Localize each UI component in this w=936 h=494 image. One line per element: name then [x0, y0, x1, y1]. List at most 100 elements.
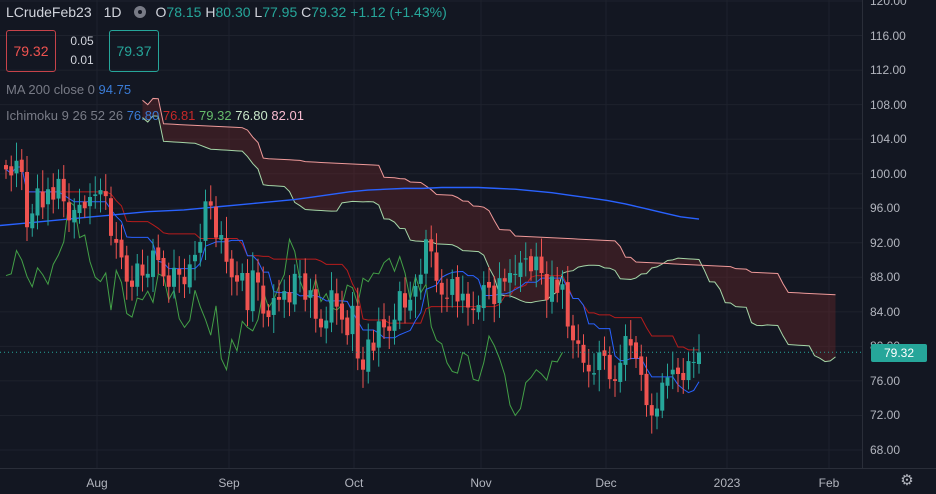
candle-body: [686, 361, 691, 381]
interval-label[interactable]: 1D: [103, 4, 122, 20]
candle-body: [644, 373, 649, 406]
candle-body: [9, 166, 14, 176]
candle-body: [497, 278, 502, 304]
x-tick-label: Oct: [344, 476, 364, 490]
candle-body: [565, 282, 570, 327]
y-tick-label: 88.00: [870, 270, 901, 285]
candle-body: [329, 290, 334, 323]
candle-body: [124, 255, 129, 282]
candle-body: [103, 191, 108, 197]
candle-body: [345, 317, 350, 336]
y-tick-label: 116.00: [870, 28, 906, 43]
candle-body: [340, 303, 344, 320]
candle-body: [35, 188, 40, 216]
price-axis[interactable]: [862, 0, 936, 468]
ohlc-values: O78.15 H80.30 L77.95 C79.32 +1.12 (+1.43…: [155, 4, 447, 20]
candle-body: [271, 298, 276, 315]
candle-body: [313, 289, 318, 319]
candle-body: [518, 262, 523, 277]
ma-legend[interactable]: MA 200 close 0 94.75: [6, 82, 132, 97]
candle-body: [240, 272, 245, 281]
sell-button[interactable]: 79.32: [6, 30, 56, 72]
candle-body: [25, 171, 29, 228]
candle-body: [418, 274, 423, 284]
candle-body: [56, 178, 61, 199]
candle-body: [140, 264, 145, 276]
candle-body: [319, 318, 323, 328]
y-tick-label: 68.00: [870, 443, 901, 457]
candle-body: [187, 264, 192, 288]
candle-body: [649, 405, 654, 416]
time-axis[interactable]: [0, 468, 936, 494]
candle-body: [172, 267, 176, 287]
candle-body: [660, 382, 665, 411]
candle-body: [455, 276, 460, 302]
ma200-line: [0, 186, 700, 227]
candle-body: [135, 263, 140, 287]
x-tick-label: Nov: [470, 476, 492, 490]
candle-body: [14, 160, 19, 174]
candle-body: [487, 281, 491, 288]
candle-body: [676, 367, 680, 375]
y-tick-label: 76.00: [870, 373, 901, 388]
symbol-name[interactable]: LCrudeFeb23: [6, 4, 92, 20]
candle-body: [277, 296, 281, 300]
candle-body: [639, 356, 644, 375]
candle-body: [434, 252, 439, 281]
candle-body: [298, 276, 302, 278]
candle-body: [287, 292, 292, 303]
candle-body: [376, 321, 381, 348]
candle-body: [350, 305, 355, 335]
y-tick-label: 120.00: [870, 0, 907, 8]
candle-body: [392, 319, 397, 331]
candle-body: [72, 209, 77, 223]
x-tick-label: 2023: [713, 476, 741, 490]
candle-body: [203, 201, 208, 241]
visibility-eye-icon[interactable]: [133, 6, 146, 18]
candle-body: [229, 258, 234, 278]
y-tick-label: 72.00: [870, 408, 901, 423]
candle-body: [382, 319, 386, 328]
ichimoku-lagging-span: [5, 200, 563, 417]
ichimoku-span-b: [142, 97, 836, 296]
candle-body: [544, 274, 549, 300]
candle-body: [387, 326, 392, 331]
candle-body: [424, 239, 428, 274]
candle-body: [429, 239, 434, 252]
candle-body: [523, 258, 528, 260]
candle-body: [634, 342, 638, 359]
candle-body: [481, 285, 486, 309]
candle-body: [292, 273, 297, 305]
ichimoku-legend[interactable]: Ichimoku 9 26 52 26 76.80 76.81 79.32 76…: [6, 108, 304, 123]
symbol-legend: LCrudeFeb23 1D O78.15 H80.30 L77.95 C79.32…: [6, 4, 447, 20]
x-tick-label: Feb: [818, 476, 840, 490]
candle-body: [93, 194, 98, 196]
spread-display: 0.05 0.01: [70, 34, 94, 67]
settings-gear-icon[interactable]: ⚙: [900, 472, 914, 489]
candle-body: [492, 285, 497, 305]
candle-body: [371, 342, 376, 351]
ichimoku-cloud: [142, 98, 836, 362]
candle-body: [670, 369, 675, 375]
candle-body: [602, 350, 607, 356]
candle-body: [618, 362, 623, 382]
candle-body: [214, 206, 218, 238]
buy-button[interactable]: 79.37: [109, 30, 159, 72]
candle-body: [655, 408, 659, 417]
y-tick-label: 108.00: [870, 97, 907, 112]
candle-body: [628, 339, 633, 346]
y-tick-label: 112.00: [870, 63, 906, 78]
candle-body: [403, 293, 407, 308]
candle-body: [77, 204, 82, 214]
last-price-label: 79.32: [871, 344, 927, 362]
candle-body: [156, 247, 161, 261]
candle-body: [665, 377, 670, 386]
candle-body: [88, 197, 92, 207]
candle-body: [571, 325, 575, 341]
candle-body: [324, 320, 329, 329]
candle-body: [450, 279, 455, 295]
price-chart[interactable]: [0, 0, 862, 468]
x-tick-label: Aug: [86, 476, 108, 490]
y-tick-label: 92.00: [870, 235, 901, 250]
candle-body: [114, 238, 119, 243]
